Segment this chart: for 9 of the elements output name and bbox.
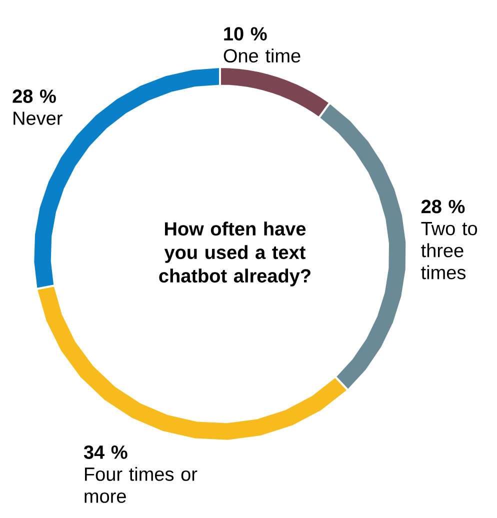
slice-label: Two to three times bbox=[421, 222, 478, 280]
slice-label: One time bbox=[224, 48, 300, 63]
data-label: 34 % bbox=[84, 445, 128, 459]
text: How often have you used a text chatbot already? bbox=[159, 222, 310, 286]
slice-label: Never bbox=[14, 112, 62, 125]
data-label: 10 % bbox=[224, 27, 267, 41]
slice-label: Four times or more bbox=[84, 466, 198, 503]
data-label: 28 % bbox=[421, 200, 465, 214]
data-label: 28 % bbox=[12, 89, 56, 103]
